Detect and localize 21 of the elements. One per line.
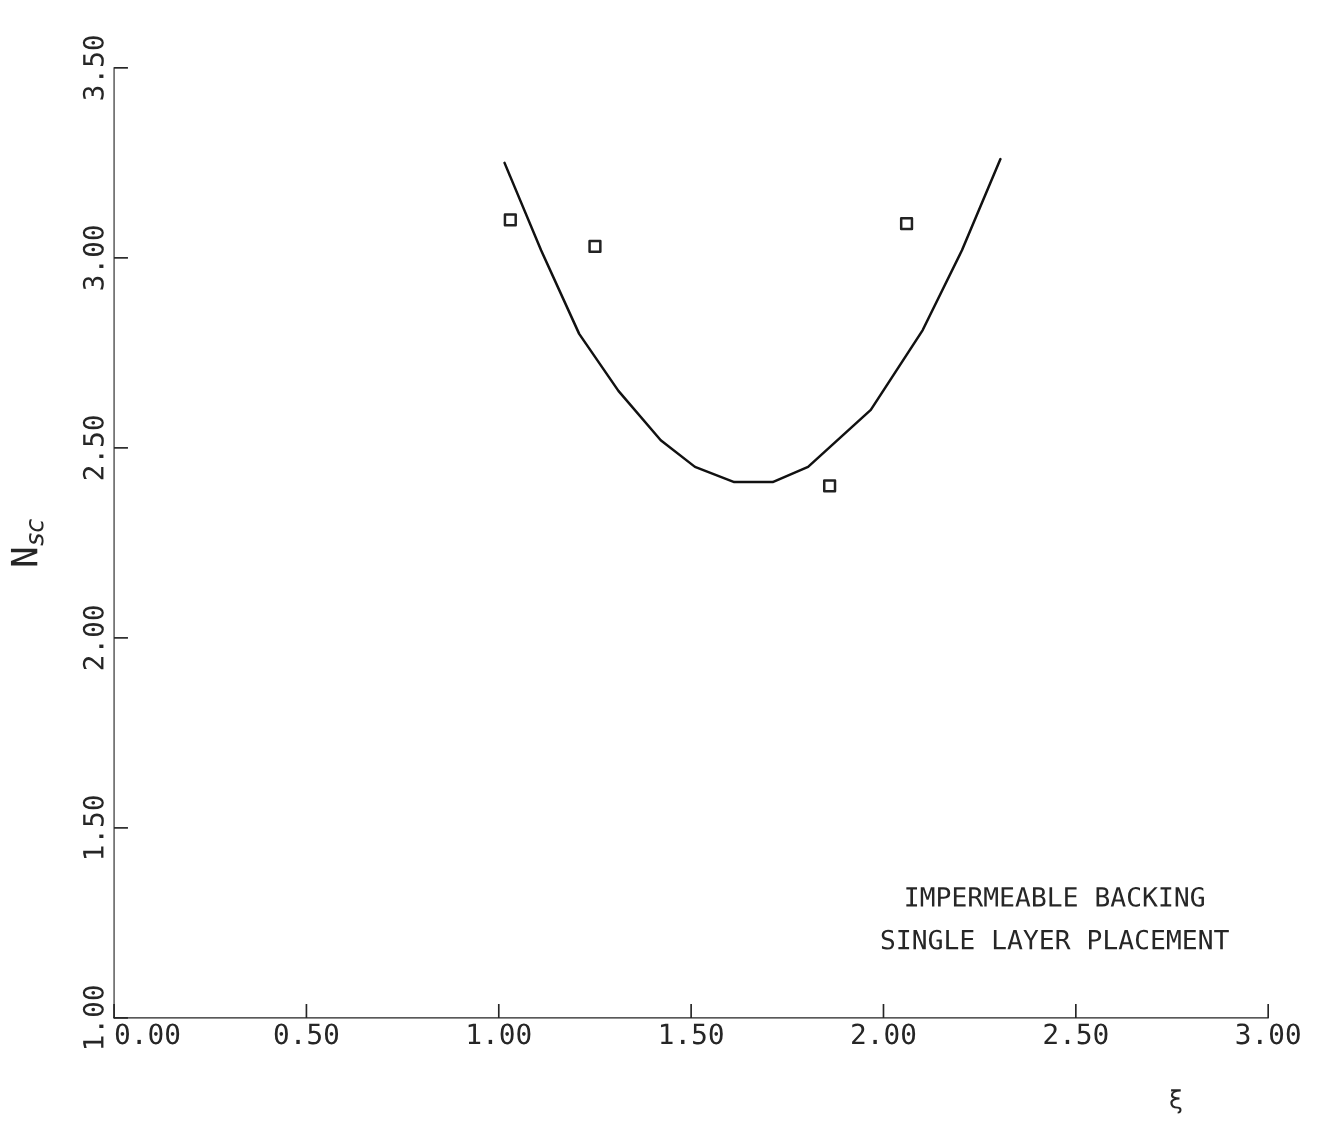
y-tick-label: 3.50 (82, 36, 104, 100)
x-tick-label: 1.50 (661, 1023, 723, 1045)
point (588, 239, 602, 254)
y-axis-title: N$_{sc}$ (10, 519, 44, 566)
y-tick-label: 3.00 (82, 226, 104, 290)
annotation: SINGLE LAYER PLACEMENT (881, 929, 1229, 950)
x-tick-label: 0.50 (274, 1023, 339, 1045)
line-series (503, 157, 1002, 484)
x-tick-label: 3.00 (1236, 1023, 1300, 1045)
point (503, 213, 517, 227)
x-axis-title: ξ (1170, 1089, 1182, 1114)
point (823, 479, 837, 493)
y-tick-label: 2.00 (82, 606, 104, 670)
annotation: IMPERMEABLE BACKING (906, 886, 1204, 907)
y-tick-label: 2.50 (82, 416, 104, 480)
y-tick-label: 1.50 (82, 796, 104, 858)
point (899, 217, 914, 231)
x-tick-label: 1.00 (468, 1023, 531, 1045)
x-tick-label: 2.50 (1044, 1023, 1108, 1045)
x-tick-label: 0.00 (115, 1023, 180, 1045)
x-tick-label: 2.00 (852, 1023, 916, 1045)
